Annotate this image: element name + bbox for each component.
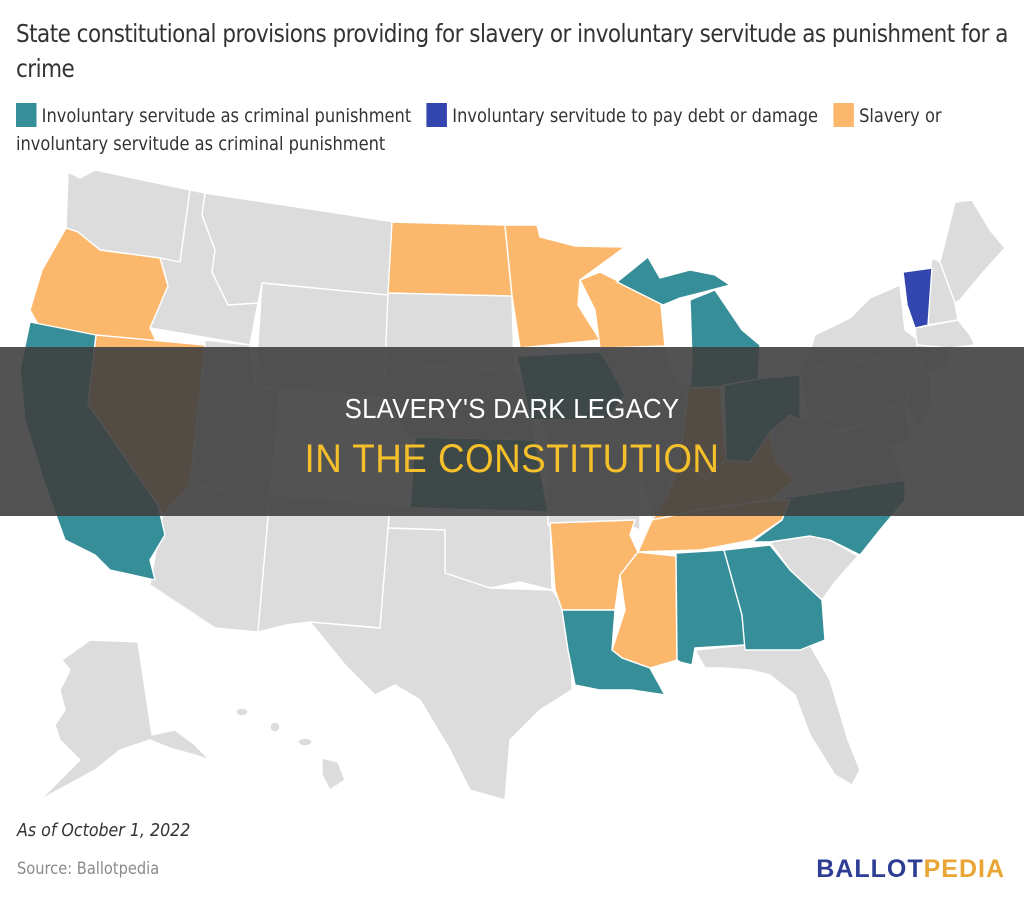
legend-label: Involuntary servitude to pay debt or dam… [452, 105, 819, 127]
legend-label: Involuntary servitude as criminal punish… [41, 105, 412, 127]
legend-item-blue: Involuntary servitude to pay debt or dam… [426, 103, 819, 127]
as-of-date: As of October 1, 2022 [17, 820, 191, 841]
legend-item-teal: Involuntary servitude as criminal punish… [16, 103, 412, 127]
state-georgia [723, 544, 826, 651]
state-hawaii-1 [235, 707, 249, 717]
overlay-headline: SLAVERY'S DARK LEGACY [344, 393, 680, 424]
state-michigan-upper [616, 256, 731, 306]
chart-title: State constitutional provisions providin… [16, 19, 1008, 83]
legend: Involuntary servitude as criminal punish… [16, 102, 1024, 158]
state-texas [309, 527, 573, 801]
ballotpedia-logo: BALLOTPEDIA [816, 855, 1005, 884]
state-hawaii-3 [297, 737, 313, 747]
logo-part-ballot: BALLOT [816, 855, 924, 883]
state-north-dakota [387, 221, 513, 297]
state-oregon [29, 227, 169, 346]
logo-part-pedia: PEDIA [923, 855, 1005, 883]
state-vermont [902, 267, 933, 329]
legend-swatch-orange [833, 103, 854, 127]
state-hawaii-2 [269, 721, 281, 733]
state-maine [939, 199, 1006, 304]
state-louisiana [561, 609, 666, 696]
legend-swatch-teal [16, 103, 37, 127]
overlay-subheadline: IN THE CONSTITUTION [304, 437, 720, 481]
legend-swatch-blue [426, 103, 448, 127]
legend-label: Slavery or involuntary servitude as crim… [16, 105, 942, 155]
source-credit: Source: Ballotpedia [17, 859, 160, 879]
state-florida [694, 644, 861, 786]
title-overlay-banner: SLAVERY'S DARK LEGACY IN THE CONSTITUTIO… [0, 347, 1024, 516]
state-alaska [39, 639, 211, 801]
state-hawaii-4 [321, 757, 346, 791]
legend-item-orange: Slavery or involuntary servitude as crim… [16, 103, 942, 155]
